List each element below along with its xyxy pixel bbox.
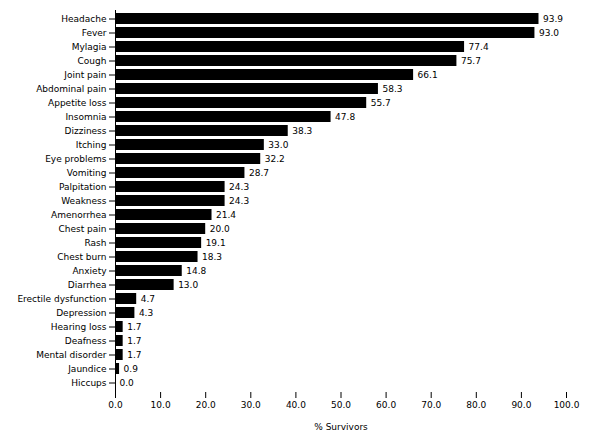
svg-text:Joint pain: Joint pain bbox=[63, 70, 106, 80]
svg-text:58.3: 58.3 bbox=[382, 84, 402, 94]
svg-text:24.3: 24.3 bbox=[229, 182, 249, 192]
svg-text:20.0: 20.0 bbox=[196, 400, 216, 410]
svg-text:66.1: 66.1 bbox=[418, 70, 438, 80]
svg-text:93.0: 93.0 bbox=[539, 28, 559, 38]
svg-text:13.0: 13.0 bbox=[178, 280, 198, 290]
svg-text:28.7: 28.7 bbox=[249, 168, 269, 178]
svg-text:Insomnia: Insomnia bbox=[65, 112, 106, 122]
svg-text:Headache: Headache bbox=[61, 14, 107, 24]
svg-text:21.4: 21.4 bbox=[216, 210, 236, 220]
svg-text:Fever: Fever bbox=[82, 28, 107, 38]
svg-text:10.0: 10.0 bbox=[151, 400, 171, 410]
svg-text:Dizziness: Dizziness bbox=[65, 126, 107, 136]
svg-text:Hiccups: Hiccups bbox=[71, 378, 107, 388]
svg-text:18.3: 18.3 bbox=[202, 252, 222, 262]
svg-text:1.7: 1.7 bbox=[127, 322, 141, 332]
svg-text:Cough: Cough bbox=[78, 56, 107, 66]
svg-text:33.0: 33.0 bbox=[268, 140, 288, 150]
svg-text:Deafness: Deafness bbox=[65, 336, 107, 346]
svg-text:19.1: 19.1 bbox=[206, 238, 226, 248]
svg-text:Itching: Itching bbox=[76, 140, 107, 150]
svg-text:50.0: 50.0 bbox=[331, 400, 351, 410]
svg-text:Appetite loss: Appetite loss bbox=[48, 98, 107, 108]
svg-text:Chest burn: Chest burn bbox=[57, 252, 106, 262]
svg-text:Erectile dysfunction: Erectile dysfunction bbox=[17, 294, 106, 304]
svg-text:Abdominal pain: Abdominal pain bbox=[36, 84, 106, 94]
svg-text:55.7: 55.7 bbox=[371, 98, 391, 108]
svg-text:Mylagia: Mylagia bbox=[72, 42, 107, 52]
svg-text:1.7: 1.7 bbox=[127, 350, 141, 360]
svg-text:30.0: 30.0 bbox=[241, 400, 261, 410]
svg-text:Hearing loss: Hearing loss bbox=[51, 322, 107, 332]
svg-text:Eye problems: Eye problems bbox=[45, 154, 107, 164]
svg-text:38.3: 38.3 bbox=[292, 126, 312, 136]
svg-text:80.0: 80.0 bbox=[466, 400, 486, 410]
svg-text:4.3: 4.3 bbox=[139, 308, 153, 318]
svg-text:Depression: Depression bbox=[56, 308, 106, 318]
svg-text:70.0: 70.0 bbox=[421, 400, 441, 410]
svg-text:14.8: 14.8 bbox=[186, 266, 206, 276]
svg-text:47.8: 47.8 bbox=[335, 112, 355, 122]
svg-text:0.0: 0.0 bbox=[108, 400, 123, 410]
svg-text:4.7: 4.7 bbox=[141, 294, 155, 304]
svg-text:Mental disorder: Mental disorder bbox=[36, 350, 107, 360]
svg-text:24.3: 24.3 bbox=[229, 196, 249, 206]
svg-text:Amenorrhea: Amenorrhea bbox=[51, 210, 107, 220]
svg-text:Anxiety: Anxiety bbox=[72, 266, 107, 276]
svg-text:32.2: 32.2 bbox=[265, 154, 285, 164]
svg-text:Chest pain: Chest pain bbox=[58, 224, 106, 234]
svg-text:40.0: 40.0 bbox=[286, 400, 306, 410]
svg-text:Weakness: Weakness bbox=[61, 196, 107, 206]
svg-text:Jaundice: Jaundice bbox=[67, 364, 107, 374]
svg-text:77.4: 77.4 bbox=[469, 42, 489, 52]
svg-text:90.0: 90.0 bbox=[511, 400, 531, 410]
svg-text:Rash: Rash bbox=[85, 238, 107, 248]
svg-text:Diarrhea: Diarrhea bbox=[68, 280, 107, 290]
svg-text:0.0: 0.0 bbox=[120, 378, 135, 388]
svg-text:Palpitation: Palpitation bbox=[59, 182, 107, 192]
svg-text:93.9: 93.9 bbox=[543, 14, 563, 24]
svg-text:60.0: 60.0 bbox=[376, 400, 396, 410]
svg-text:75.7: 75.7 bbox=[461, 56, 481, 66]
svg-text:% Survivors: % Survivors bbox=[314, 422, 368, 432]
svg-text:20.0: 20.0 bbox=[210, 224, 230, 234]
svg-text:0.9: 0.9 bbox=[124, 364, 139, 374]
svg-text:Vomiting: Vomiting bbox=[67, 168, 107, 178]
svg-text:100.0: 100.0 bbox=[554, 400, 580, 410]
svg-text:1.7: 1.7 bbox=[127, 336, 141, 346]
